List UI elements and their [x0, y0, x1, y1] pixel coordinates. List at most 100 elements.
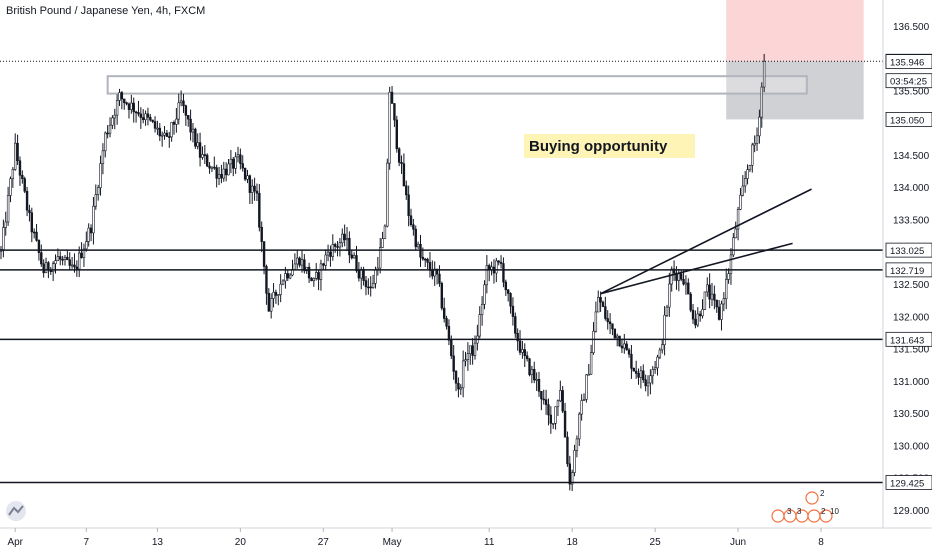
candle — [585, 374, 588, 403]
candle-body — [445, 318, 448, 327]
price-label-text: 129.425 — [890, 478, 924, 489]
candle — [134, 110, 138, 123]
candle — [179, 90, 183, 107]
candle-body — [189, 118, 192, 133]
candle-body — [523, 349, 526, 357]
y-tick-label: 130.000 — [893, 441, 930, 452]
y-tick-label: 136.500 — [893, 22, 930, 33]
price-label-box — [885, 73, 932, 89]
candle-body — [146, 113, 150, 118]
candle-body — [144, 113, 147, 120]
candle — [156, 120, 159, 135]
candle — [151, 119, 154, 124]
candle-body — [651, 369, 654, 377]
buying-opportunity-annotation[interactable]: Buying opportunity — [524, 134, 695, 158]
candle-body — [717, 306, 721, 320]
candle — [464, 351, 467, 367]
candle-body — [457, 382, 460, 390]
candle-body — [563, 410, 567, 438]
candle — [708, 273, 711, 309]
candle — [4, 211, 7, 236]
candle — [118, 88, 121, 106]
candle-body — [469, 345, 472, 354]
candle — [710, 282, 714, 307]
candle-body — [2, 227, 5, 250]
candle-body — [208, 165, 211, 169]
candle — [575, 435, 579, 458]
candle-body — [506, 289, 510, 294]
candle — [689, 291, 692, 313]
svg-text:10: 10 — [830, 507, 839, 516]
candle — [715, 299, 718, 313]
candle-body — [530, 369, 534, 376]
candle-body — [613, 328, 617, 339]
candle-body — [172, 122, 176, 125]
candle-body — [232, 158, 235, 169]
candle — [352, 252, 356, 259]
candle-body — [627, 349, 631, 355]
candle — [319, 259, 323, 291]
candle-body — [632, 367, 635, 372]
candle — [149, 114, 152, 122]
candle — [651, 366, 654, 385]
candle-body — [125, 102, 128, 105]
y-tick-label: 132.500 — [893, 280, 930, 291]
candle-body — [495, 260, 498, 274]
candle-body — [255, 190, 259, 194]
candle — [307, 262, 311, 283]
candle — [386, 158, 389, 228]
candle-body — [587, 373, 590, 376]
price-label: 135.946 — [885, 54, 932, 69]
candle-body — [535, 379, 538, 381]
candle-body — [18, 160, 22, 176]
candle-body — [634, 370, 638, 374]
candle — [85, 231, 88, 252]
candle — [568, 455, 572, 491]
candle — [511, 297, 515, 326]
candle — [658, 347, 662, 360]
candle — [163, 125, 166, 140]
candle — [63, 254, 67, 266]
candle — [78, 246, 81, 278]
candle — [547, 398, 550, 426]
candle — [350, 249, 353, 260]
candle-body — [210, 166, 214, 169]
x-tick-label: Jun — [730, 537, 746, 548]
candle-body — [630, 353, 633, 369]
candle-body — [615, 335, 619, 339]
candle — [251, 179, 254, 204]
tradingview-logo-icon — [6, 501, 26, 521]
candle — [663, 306, 666, 356]
candle-body — [649, 375, 652, 384]
candle — [701, 299, 704, 319]
candle-body — [442, 307, 446, 319]
candle-body — [689, 293, 692, 311]
candle — [281, 279, 285, 286]
candle — [215, 164, 218, 188]
candle-body — [54, 260, 57, 264]
candle-body — [75, 266, 79, 270]
candle-body — [336, 246, 339, 248]
candle-body — [485, 265, 489, 286]
candle — [528, 357, 531, 377]
time-axis[interactable]: Apr 7 13 20 27 May 11 18 25 Jun 8 — [7, 528, 824, 548]
candle-body — [182, 100, 185, 107]
stop-zone — [726, 61, 864, 120]
candle-body — [760, 86, 763, 118]
candle-body — [352, 255, 356, 259]
candle — [236, 146, 240, 163]
candle-body — [317, 272, 320, 280]
candle — [25, 186, 29, 217]
candle — [613, 328, 617, 340]
candle — [390, 86, 394, 104]
candle — [480, 296, 484, 326]
candle-body — [499, 261, 503, 264]
candle-body — [23, 178, 26, 192]
candle — [630, 344, 633, 379]
candle-body — [258, 192, 261, 228]
candle — [348, 231, 351, 264]
candle-body — [386, 162, 389, 227]
candle-body — [319, 263, 323, 280]
